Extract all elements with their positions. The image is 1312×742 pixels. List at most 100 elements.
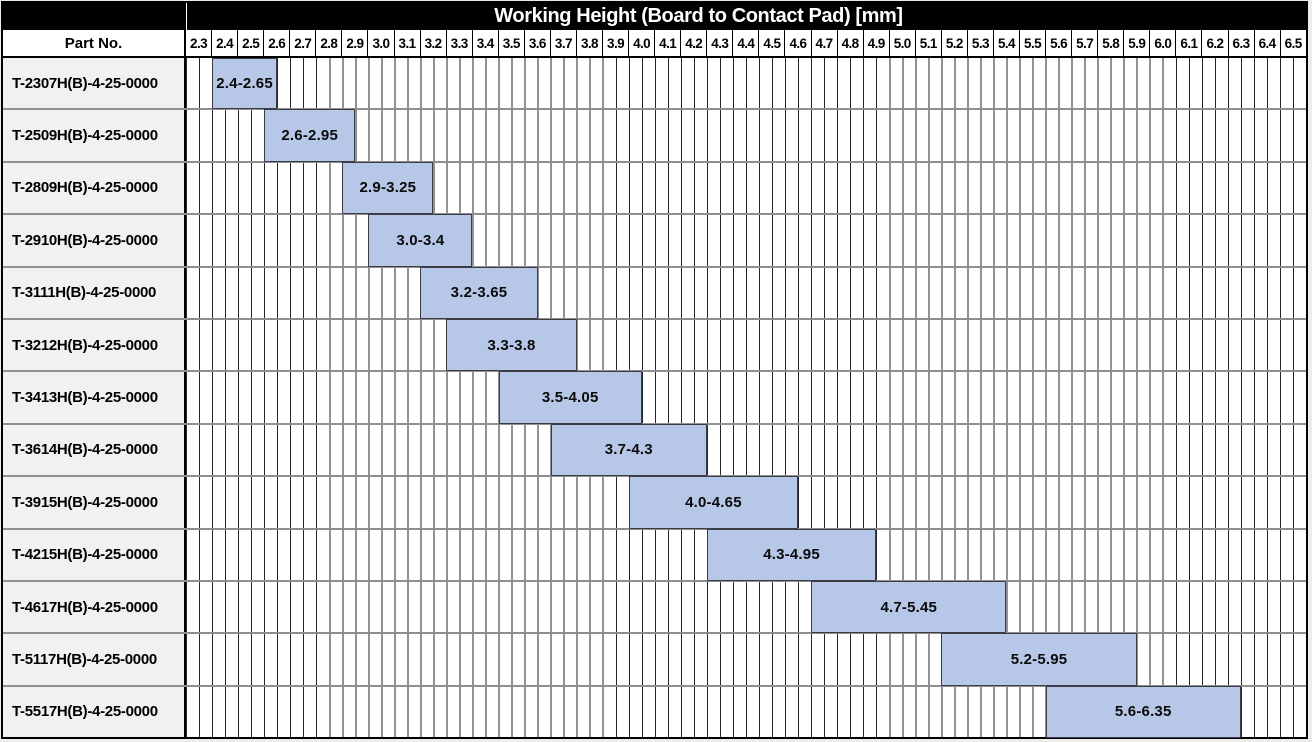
axis-tick: 4.8 [836, 30, 863, 56]
range-bar: 2.6-2.95 [264, 109, 356, 162]
table-row: T-4617H(B)-4-25-0000 4.7-5.45 [3, 579, 1306, 634]
axis-tick: 6.0 [1149, 30, 1175, 56]
table-row: T-2809H(B)-4-25-0000 2.9-3.25 [3, 160, 1306, 215]
table-row: T-5517H(B)-4-25-0000 5.6-6.35 [3, 684, 1306, 739]
table-row: T-3212H(B)-4-25-0000 3.3-3.8 [3, 317, 1306, 372]
range-bar: 2.4-2.65 [212, 58, 278, 110]
axis-tick: 4.4 [732, 30, 758, 56]
axis-tick: 4.3 [706, 30, 732, 56]
range-bar: 3.0-3.4 [368, 214, 473, 267]
axis-tick: 3.9 [602, 30, 628, 56]
row-track: 3.5-4.05 [186, 371, 1306, 424]
axis-tick: 5.1 [914, 30, 941, 56]
axis-tick: 6.4 [1253, 30, 1280, 56]
range-bar: 3.7-4.3 [550, 423, 707, 477]
row-track: 2.6-2.95 [186, 109, 1306, 162]
table-row: T-5117H(B)-4-25-0000 5.2-5.95 [3, 632, 1306, 686]
row-track: 3.2-3.65 [186, 266, 1306, 319]
row-track: 3.0-3.4 [186, 214, 1306, 267]
axis-tick: 3.5 [497, 30, 524, 56]
row-track: 4.7-5.45 [186, 580, 1306, 634]
part-no-label: T-2307H(B)-4-25-0000 [3, 58, 186, 109]
axis-tick: 5.8 [1097, 30, 1123, 56]
part-no-header: Part No. [3, 30, 186, 56]
chart-rows: T-2307H(B)-4-25-0000 2.4-2.65 T-2509H(B)-4… [3, 58, 1306, 739]
axis-tick: 2.5 [237, 30, 263, 56]
axis-tick: 3.0 [367, 30, 393, 56]
axis-tick: 4.0 [628, 30, 654, 56]
range-bar: 5.6-6.35 [1045, 685, 1241, 739]
range-bar: 4.3-4.95 [706, 528, 877, 581]
axis-tick: 5.6 [1045, 30, 1071, 56]
range-bar: 3.2-3.65 [420, 266, 538, 319]
row-track: 3.3-3.8 [186, 318, 1306, 372]
range-bar: 2.9-3.25 [342, 161, 434, 215]
axis-tick: 6.1 [1175, 30, 1201, 56]
axis-tick: 3.7 [549, 30, 576, 56]
axis-tick: 6.2 [1201, 30, 1227, 56]
axis-tick: 4.5 [758, 30, 784, 56]
part-no-label: T-4617H(B)-4-25-0000 [3, 581, 186, 633]
part-no-label: T-2509H(B)-4-25-0000 [3, 110, 186, 161]
header-row: Part No. 2.3 2.4 2.5 2.6 2.7 2.8 2.9 3.0 3.1 3.2 3… [3, 30, 1306, 58]
axis-tick: 2.6 [263, 30, 289, 56]
part-no-label: T-3915H(B)-4-25-0000 [3, 477, 186, 528]
axis-tick: 4.7 [810, 30, 837, 56]
axis-tick: 5.4 [992, 30, 1019, 56]
table-row: T-3413H(B)-4-25-0000 3.5-4.05 [3, 370, 1306, 424]
axis-tick: 5.9 [1123, 30, 1149, 56]
axis-tick: 6.5 [1279, 30, 1306, 56]
row-track: 4.0-4.65 [186, 476, 1306, 529]
axis-tick: 3.3 [445, 30, 472, 56]
axis-tick: 2.9 [341, 30, 367, 56]
title-bar-corner [3, 3, 187, 30]
row-track: 2.4-2.65 [186, 58, 1306, 110]
range-bar: 3.3-3.8 [446, 318, 577, 372]
part-no-label: T-3111H(B)-4-25-0000 [3, 267, 186, 318]
table-row: T-2509H(B)-4-25-0000 2.6-2.95 [3, 108, 1306, 162]
row-track: 5.6-6.35 [186, 685, 1306, 739]
axis-tick: 5.3 [966, 30, 993, 56]
range-bar: 4.7-5.45 [811, 580, 1007, 634]
axis-tick: 5.2 [940, 30, 967, 56]
axis-tick: 4.1 [654, 30, 680, 56]
row-track: 5.2-5.95 [186, 633, 1306, 686]
axis-tick: 3.4 [471, 30, 498, 56]
part-no-label: T-3212H(B)-4-25-0000 [3, 319, 186, 371]
table-row: T-3915H(B)-4-25-0000 4.0-4.65 [3, 475, 1306, 529]
part-no-label: T-4215H(B)-4-25-0000 [3, 529, 186, 580]
table-row: T-3614H(B)-4-25-0000 3.7-4.3 [3, 422, 1306, 477]
part-no-label: T-3413H(B)-4-25-0000 [3, 372, 186, 423]
part-no-label: T-3614H(B)-4-25-0000 [3, 424, 186, 476]
table-row: T-3111H(B)-4-25-0000 3.2-3.65 [3, 265, 1306, 319]
axis-tick: 4.2 [680, 30, 706, 56]
title-bar: Working Height (Board to Contact Pad) [m… [3, 3, 1306, 30]
axis-tick: 5.5 [1019, 30, 1045, 56]
axis-tick-row: 2.3 2.4 2.5 2.6 2.7 2.8 2.9 3.0 3.1 3.2 3.3 3.4 3.5 3… [186, 30, 1306, 56]
axis-tick: 3.6 [523, 30, 550, 56]
axis-tick: 3.1 [393, 30, 420, 56]
axis-tick: 4.6 [784, 30, 810, 56]
axis-tick: 2.4 [211, 30, 237, 56]
part-no-label: T-5117H(B)-4-25-0000 [3, 634, 186, 685]
row-track: 4.3-4.95 [186, 528, 1306, 581]
axis-tick: 3.2 [419, 30, 446, 56]
table-row: T-4215H(B)-4-25-0000 4.3-4.95 [3, 527, 1306, 581]
chart-title: Working Height (Board to Contact Pad) [m… [494, 5, 903, 27]
table-row: T-2307H(B)-4-25-0000 2.4-2.65 [3, 58, 1306, 110]
row-track: 3.7-4.3 [186, 423, 1306, 477]
axis-tick: 4.9 [862, 30, 889, 56]
axis-tick: 2.8 [315, 30, 341, 56]
range-bar: 4.0-4.65 [628, 476, 799, 529]
part-no-label: T-2910H(B)-4-25-0000 [3, 215, 186, 266]
axis-tick: 3.8 [575, 30, 602, 56]
table-row: T-2910H(B)-4-25-0000 3.0-3.4 [3, 213, 1306, 267]
axis-tick: 6.3 [1227, 30, 1254, 56]
axis-tick: 5.0 [888, 30, 915, 56]
part-no-label: T-5517H(B)-4-25-0000 [3, 686, 186, 738]
part-no-label: T-2809H(B)-4-25-0000 [3, 162, 186, 214]
range-bar: 3.5-4.05 [498, 371, 642, 424]
row-track: 2.9-3.25 [186, 161, 1306, 215]
axis-tick: 2.3 [190, 35, 208, 51]
